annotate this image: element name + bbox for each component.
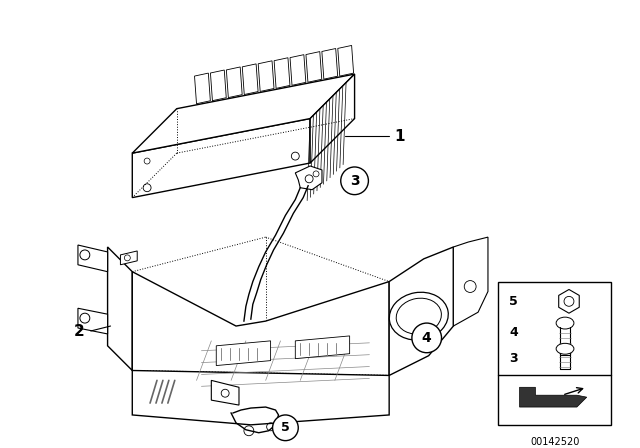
Text: 4: 4 [509,327,518,340]
Circle shape [340,167,369,194]
Circle shape [412,323,442,353]
Polygon shape [132,119,310,198]
Circle shape [273,415,298,441]
Polygon shape [195,73,211,104]
Text: 5: 5 [509,295,518,308]
Polygon shape [338,45,353,76]
Ellipse shape [396,298,442,334]
Polygon shape [295,336,349,359]
Text: 3: 3 [509,352,518,365]
Text: 4: 4 [422,331,431,345]
Polygon shape [120,251,137,265]
Polygon shape [78,245,108,271]
Polygon shape [243,64,258,95]
Polygon shape [520,387,587,407]
Polygon shape [310,74,355,163]
Polygon shape [211,70,227,101]
Text: 00142520: 00142520 [530,437,579,447]
Text: 3: 3 [350,174,360,188]
Polygon shape [108,247,132,370]
Text: 5: 5 [281,421,290,434]
Polygon shape [132,74,355,153]
Polygon shape [295,166,322,190]
Polygon shape [227,67,242,98]
Polygon shape [290,55,306,85]
Polygon shape [132,370,389,425]
Polygon shape [216,341,271,366]
Polygon shape [322,48,338,79]
Text: 2: 2 [74,324,85,340]
Polygon shape [78,308,108,334]
Text: 1: 1 [394,129,404,144]
Polygon shape [211,380,239,405]
Ellipse shape [556,343,574,354]
Polygon shape [274,58,290,88]
Polygon shape [132,271,389,410]
Polygon shape [498,282,611,425]
Polygon shape [559,289,579,313]
Ellipse shape [389,292,448,340]
Polygon shape [453,237,488,326]
Polygon shape [389,247,453,375]
Polygon shape [258,61,274,91]
Polygon shape [306,52,322,82]
Ellipse shape [556,317,574,329]
